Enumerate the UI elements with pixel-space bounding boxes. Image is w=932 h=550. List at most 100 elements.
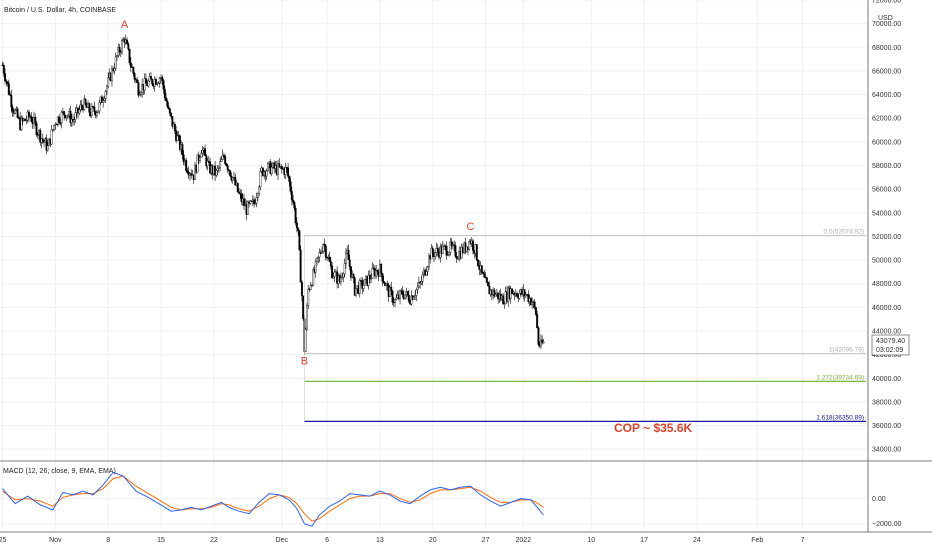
- candle-body: [536, 314, 539, 328]
- candle-body: [186, 170, 189, 173]
- candle-body: [533, 301, 536, 308]
- candle-body: [79, 104, 82, 110]
- candle-body: [50, 129, 53, 145]
- candle-body: [196, 154, 199, 173]
- candle-body: [428, 255, 430, 268]
- candle-body: [333, 271, 336, 277]
- candle-body: [265, 170, 268, 177]
- candle-body: [482, 272, 485, 274]
- candle-body: [367, 274, 370, 286]
- candle-body: [207, 160, 210, 163]
- candle-body: [321, 251, 323, 253]
- candle-body: [300, 281, 303, 297]
- candle-body: [118, 46, 121, 53]
- candle-body: [355, 288, 357, 296]
- date-tick-label: 15: [157, 537, 165, 544]
- date-tick-label: Feb: [751, 537, 763, 544]
- candle-body: [318, 252, 321, 258]
- candle-body: [487, 282, 490, 287]
- candle-body: [415, 289, 418, 296]
- candle-body: [231, 177, 234, 181]
- wave-labels: A B C: [121, 19, 475, 368]
- price-tick-label: 68000.00: [872, 45, 901, 52]
- candle-body: [65, 116, 68, 118]
- candle-body: [185, 160, 188, 171]
- candle-body: [329, 261, 332, 267]
- candle-body: [30, 116, 33, 122]
- candle-body: [181, 144, 184, 155]
- candle-body: [129, 62, 132, 68]
- candle-body: [226, 165, 229, 171]
- candle-body: [157, 82, 160, 85]
- candle-body: [503, 303, 506, 305]
- candle-body: [45, 138, 48, 151]
- candle-body: [448, 251, 451, 256]
- candle-body: [16, 108, 19, 118]
- candle-body: [20, 117, 23, 130]
- candle-body: [88, 103, 91, 113]
- candle-body: [243, 198, 245, 207]
- candle-body: [132, 67, 135, 74]
- candle-body: [167, 106, 170, 109]
- candle-body: [352, 274, 355, 278]
- candle-body: [404, 294, 407, 299]
- candle-body: [161, 77, 164, 81]
- macd-tick-label: 0.00: [872, 496, 886, 503]
- candle-body: [205, 155, 208, 167]
- candle-body: [441, 246, 444, 254]
- price-tick-label: 60000.00: [872, 139, 901, 146]
- candle-body: [288, 176, 291, 182]
- candle-body: [256, 193, 259, 198]
- candle-body: [518, 293, 521, 299]
- date-tick-label: 8: [106, 537, 110, 544]
- candle-body: [494, 294, 497, 297]
- candlestick-series: [1, 34, 545, 355]
- candle-body: [370, 278, 373, 280]
- candle-body: [307, 288, 310, 307]
- candle-body: [537, 327, 540, 345]
- candle-body: [399, 290, 401, 300]
- candle-body: [165, 97, 168, 102]
- candle-body: [143, 78, 146, 91]
- candle-body: [502, 295, 505, 305]
- fib-level-label: 1.272(39734.69): [816, 374, 864, 381]
- price-tick-label: 42000.00: [872, 352, 901, 359]
- candle-body: [113, 68, 116, 72]
- macd-tick-label: −2000.00: [872, 521, 901, 528]
- wave-label-b: B: [301, 356, 308, 368]
- candle-body: [277, 163, 279, 175]
- candle-body: [219, 161, 222, 168]
- candle-body: [305, 305, 308, 330]
- candle-body: [102, 100, 105, 103]
- macd-label: MACD (12, 26, close, 9, EMA, EMA): [3, 468, 116, 475]
- price-tick-label: 66000.00: [872, 68, 901, 75]
- date-tick-label: 22: [210, 537, 218, 544]
- candle-body: [410, 295, 413, 305]
- candle-body: [317, 256, 320, 259]
- candle-body: [372, 267, 375, 270]
- candle-body: [104, 91, 107, 99]
- grid-lines: [0, 0, 868, 530]
- candle-body: [246, 201, 249, 215]
- candle-body: [234, 177, 237, 186]
- candle-body: [493, 289, 496, 297]
- candle-body: [10, 95, 13, 108]
- candle-body: [147, 80, 150, 87]
- candle-body: [27, 111, 30, 118]
- candle-body: [215, 170, 218, 176]
- candle-body: [297, 227, 300, 231]
- candle-body: [382, 281, 385, 284]
- candle-body: [480, 265, 483, 273]
- candle-body: [280, 165, 283, 169]
- candle-body: [217, 166, 220, 169]
- candle-body: [312, 269, 315, 286]
- candle-body: [475, 244, 478, 261]
- price-tick-label: 52000.00: [872, 234, 901, 241]
- candle-body: [332, 276, 335, 279]
- candle-body: [51, 129, 54, 131]
- candle-body: [341, 276, 344, 278]
- date-tick-label: 6: [325, 537, 329, 544]
- candle-body: [200, 152, 203, 158]
- candle-body: [259, 171, 262, 188]
